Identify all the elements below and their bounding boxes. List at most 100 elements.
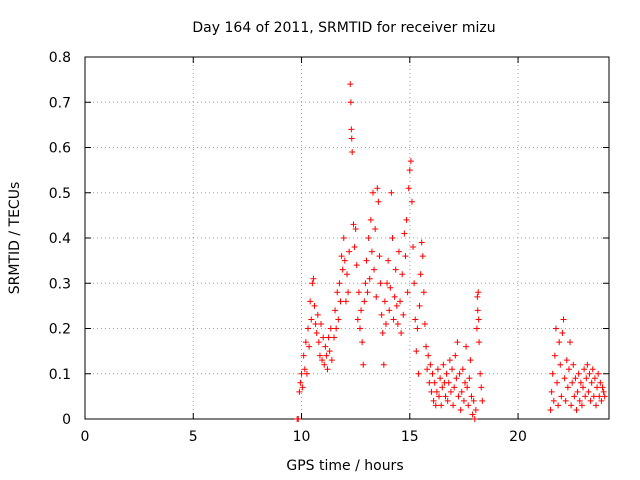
data-point <box>410 244 417 251</box>
data-point <box>384 280 391 287</box>
data-point <box>345 289 352 296</box>
data-point <box>442 393 449 400</box>
data-point <box>436 393 443 400</box>
data-point <box>334 289 341 296</box>
data-point <box>423 343 430 350</box>
data-point <box>332 307 339 314</box>
data-point <box>308 316 315 323</box>
y-tick-label: 0.6 <box>49 141 71 157</box>
data-point <box>359 339 366 346</box>
data-point <box>460 397 467 404</box>
data-point <box>474 293 481 300</box>
data-point <box>445 379 452 386</box>
data-point <box>337 298 344 305</box>
data-point <box>572 375 579 382</box>
data-point <box>397 298 404 305</box>
data-point <box>398 330 405 337</box>
data-point <box>386 307 393 314</box>
data-point <box>567 339 574 346</box>
data-point <box>420 289 427 296</box>
data-point <box>381 298 388 305</box>
data-point <box>444 397 451 404</box>
data-point <box>440 361 447 368</box>
y-tick-label: 0.5 <box>49 186 71 202</box>
data-point <box>388 189 395 196</box>
data-point <box>564 384 571 391</box>
data-point <box>573 406 580 413</box>
data-point <box>599 384 606 391</box>
data-point <box>371 266 378 273</box>
data-point <box>402 253 409 260</box>
data-point <box>584 361 591 368</box>
data-point <box>547 406 554 413</box>
data-point <box>367 216 374 223</box>
data-point <box>555 402 562 409</box>
data-point <box>458 388 465 395</box>
data-point <box>300 352 307 359</box>
data-point <box>335 316 342 323</box>
data-point <box>588 379 595 386</box>
y-tick-label: 0.1 <box>49 367 71 383</box>
data-point <box>385 257 392 264</box>
data-point <box>429 370 436 377</box>
y-tick-label: 0.7 <box>49 95 71 111</box>
data-point <box>466 375 473 382</box>
x-tick-label: 0 <box>81 429 90 445</box>
data-point <box>470 397 477 404</box>
data-point <box>391 293 398 300</box>
data-point <box>424 366 431 373</box>
data-point <box>597 379 604 386</box>
data-point <box>591 375 598 382</box>
data-point <box>325 334 332 341</box>
data-point <box>414 325 421 332</box>
data-point <box>454 339 461 346</box>
x-tick-label: 10 <box>293 429 311 445</box>
data-point <box>340 235 347 241</box>
data-point <box>557 361 564 368</box>
data-point <box>577 379 584 386</box>
data-point <box>405 185 412 192</box>
data-point <box>350 221 357 228</box>
data-point <box>306 343 313 350</box>
data-point <box>348 126 355 133</box>
data-point <box>323 352 330 359</box>
data-point <box>311 302 318 309</box>
data-point <box>578 402 585 409</box>
data-point <box>475 316 482 323</box>
data-point <box>406 167 413 174</box>
data-point <box>296 388 303 395</box>
data-point <box>341 257 348 264</box>
data-point <box>565 366 572 373</box>
data-point <box>373 293 380 300</box>
y-tick-label: 0.8 <box>49 50 71 66</box>
data-point <box>363 257 370 264</box>
data-point <box>451 384 458 391</box>
data-points <box>294 81 608 422</box>
data-point <box>326 348 333 355</box>
data-point <box>368 248 375 255</box>
data-point <box>457 406 464 413</box>
data-point <box>380 361 387 368</box>
data-point <box>580 384 587 391</box>
data-point <box>434 366 441 373</box>
data-point <box>556 339 563 346</box>
data-point <box>301 366 308 373</box>
data-point <box>349 149 356 156</box>
data-point <box>418 239 425 246</box>
data-point <box>403 216 410 223</box>
data-point <box>312 320 319 327</box>
data-point <box>431 379 438 386</box>
data-point <box>389 235 396 241</box>
data-point <box>331 334 338 341</box>
data-point <box>299 384 306 391</box>
data-point <box>316 352 323 359</box>
data-point <box>302 339 309 346</box>
data-point <box>554 379 561 386</box>
data-point <box>355 289 362 296</box>
data-point <box>449 366 456 373</box>
data-point <box>581 366 588 373</box>
data-point <box>348 135 355 142</box>
data-point <box>478 384 485 391</box>
data-point <box>376 253 383 260</box>
data-point <box>313 330 320 337</box>
